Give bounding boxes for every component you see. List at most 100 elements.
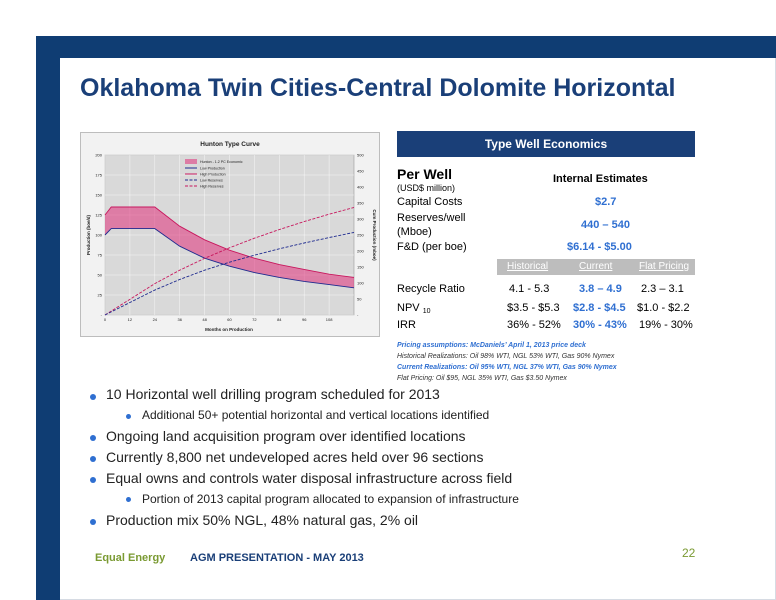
y-axis-label: Production (boe/d) xyxy=(86,215,91,255)
reserves-label-2: (Mboe) xyxy=(397,226,432,238)
y-tick-label: 50 xyxy=(98,273,103,278)
units-label: (USD$ million) xyxy=(397,183,456,193)
production-range-band xyxy=(105,207,354,288)
per-well-label: Per Well xyxy=(397,166,452,182)
pricing-line-1: Pricing assumptions: McDaniels’ April 1,… xyxy=(397,342,586,349)
bullet-1-sub: Additional 50+ potential horizontal and … xyxy=(142,408,490,422)
x-tick-label: 36 xyxy=(177,317,182,322)
bullet-dot xyxy=(90,435,96,441)
economics-header: Type Well Economics xyxy=(397,131,695,157)
reserves-value: 440 – 540 xyxy=(581,219,630,231)
pricing-line-3: Current Realizations: Oil 95% WTI, NGL 3… xyxy=(397,364,617,371)
scenario-subheader: Historical Current Flat Pricing xyxy=(497,259,695,275)
col-historical: Historical xyxy=(507,261,549,272)
x-tick-label: 12 xyxy=(128,317,133,322)
irr-flat: 19% - 30% xyxy=(639,319,693,331)
recycle-current: 3.8 – 4.9 xyxy=(579,283,622,295)
capital-costs-value: $2.7 xyxy=(595,196,617,208)
npv-label-text: NPV xyxy=(397,302,420,314)
recycle-ratio-label: Recycle Ratio xyxy=(397,283,465,295)
series-line-low-reserves xyxy=(104,231,355,316)
y2-tick-label: 250 xyxy=(357,233,364,238)
bullet-dot xyxy=(126,414,131,419)
x-tick-label: 108 xyxy=(326,317,333,322)
y2-axis-label: Cum Production (mboe) xyxy=(372,209,377,261)
fd-label: F&D (per boe) xyxy=(397,241,467,253)
y-tick-label: 125 xyxy=(95,213,102,218)
x-tick-label: 72 xyxy=(252,317,257,322)
y-tick-label: - xyxy=(101,313,103,318)
bullet-dot xyxy=(90,394,96,400)
y2-tick-label: 50 xyxy=(357,297,362,302)
chart-title: Hunton Type Curve xyxy=(200,141,260,148)
irr-label: IRR xyxy=(397,319,416,331)
npv-current: $2.8 - $4.5 xyxy=(573,302,626,314)
bullet-5: Production mix 50% NGL, 48% natural gas,… xyxy=(106,512,419,528)
legend-entry-low-reserves: Low Reserves xyxy=(200,179,223,183)
y2-tick-label: 400 xyxy=(357,185,364,190)
col-flat-pricing: Flat Pricing xyxy=(639,261,690,272)
bullet-dot xyxy=(126,497,131,502)
col-current: Current xyxy=(579,261,613,272)
y2-tick-label: 100 xyxy=(357,281,364,286)
npv-historical: $3.5 - $5.3 xyxy=(507,302,560,314)
legend-swatch-economic xyxy=(185,159,197,164)
chart-tick-labels: 0 12 24 36 48 60 72 84 96 108 - 25 50 75 100 125 150 175 2… xyxy=(95,153,364,323)
reserves-label-1: Reserves/well xyxy=(397,212,466,224)
y2-tick-label: 350 xyxy=(357,201,364,206)
bullet-1: 10 Horizontal well drilling program sche… xyxy=(106,386,440,402)
y2-tick-label: 300 xyxy=(357,217,364,222)
series-line-low-production xyxy=(104,228,355,289)
chart-series-lines xyxy=(104,206,355,316)
npv-label: NPV 10 xyxy=(397,302,430,315)
bullet-2: Ongoing land acquisition program over id… xyxy=(106,428,466,444)
pricing-line-2: Historical Realizations: Oil 98% WTI, NG… xyxy=(397,353,615,360)
series-line-high-reserves xyxy=(104,207,355,316)
type-well-economics-table: Type Well Economics Per Well (USD$ milli… xyxy=(397,131,695,331)
y-tick-label: 100 xyxy=(95,233,102,238)
y2-tick-label: 500 xyxy=(357,153,364,158)
fd-value: $6.14 - $5.00 xyxy=(567,241,632,253)
x-tick-label: 84 xyxy=(277,317,282,322)
chart-legend: Hunton - 1.2 PC Economic Low Production … xyxy=(185,159,243,189)
capital-costs-label: Capital Costs xyxy=(397,196,463,208)
y2-tick-label: 200 xyxy=(357,249,364,254)
npv-subscript: 10 xyxy=(422,308,431,315)
type-curve-chart: Hunton Type Curve 0 12 24 36 48 60 72 84 96 108 - 2… xyxy=(80,132,380,337)
footer-company: Equal Energy xyxy=(95,552,166,564)
bullet-dot xyxy=(90,519,96,525)
y-tick-label: 175 xyxy=(95,173,102,178)
legend-entry-high-reserves: High Reserves xyxy=(200,185,224,189)
y-tick-label: 150 xyxy=(95,193,102,198)
bullet-4: Equal owns and controls water disposal i… xyxy=(106,470,513,486)
series-line-high-production xyxy=(104,206,355,278)
type-curve-svg: Hunton Type Curve 0 12 24 36 48 60 72 84 96 108 - 2… xyxy=(86,141,377,332)
bullet-3: Currently 8,800 net undeveloped acres he… xyxy=(106,449,484,465)
slide-title: Oklahoma Twin Cities-Central Dolomite Ho… xyxy=(80,74,676,102)
legend-entry-high-production: High Production xyxy=(200,173,226,177)
legend-entry-low-production: Low Production xyxy=(200,167,225,171)
bullet-4-sub: Portion of 2013 capital program allocate… xyxy=(142,492,519,506)
y-tick-label: 200 xyxy=(95,153,102,158)
bullet-dot xyxy=(90,456,96,462)
page-number: 22 xyxy=(682,546,696,560)
bullet-dot xyxy=(90,477,96,483)
legend-entry-economic: Hunton - 1.2 PC Economic xyxy=(200,160,243,164)
x-tick-label: 96 xyxy=(302,317,307,322)
y2-tick-label: - xyxy=(357,313,359,318)
slide-left-bar xyxy=(36,36,60,600)
x-axis-label: Months on Production xyxy=(205,327,253,332)
npv-flat: $1.0 - $2.2 xyxy=(637,302,690,314)
y-tick-label: 25 xyxy=(98,293,103,298)
slide-top-bar xyxy=(36,36,776,58)
internal-estimates-header: Internal Estimates xyxy=(553,173,648,185)
irr-historical: 36% - 52% xyxy=(507,319,561,331)
recycle-historical: 4.1 - 5.3 xyxy=(509,283,550,295)
y-tick-label: 75 xyxy=(98,253,103,258)
x-tick-label: 60 xyxy=(227,317,232,322)
y2-tick-label: 450 xyxy=(357,169,364,174)
y2-tick-label: 150 xyxy=(357,265,364,270)
pricing-assumptions: Pricing assumptions: McDaniels’ April 1,… xyxy=(397,340,617,384)
x-tick-label: 0 xyxy=(104,317,107,322)
footer-presentation: AGM PRESENTATION - MAY 2013 xyxy=(190,552,364,564)
